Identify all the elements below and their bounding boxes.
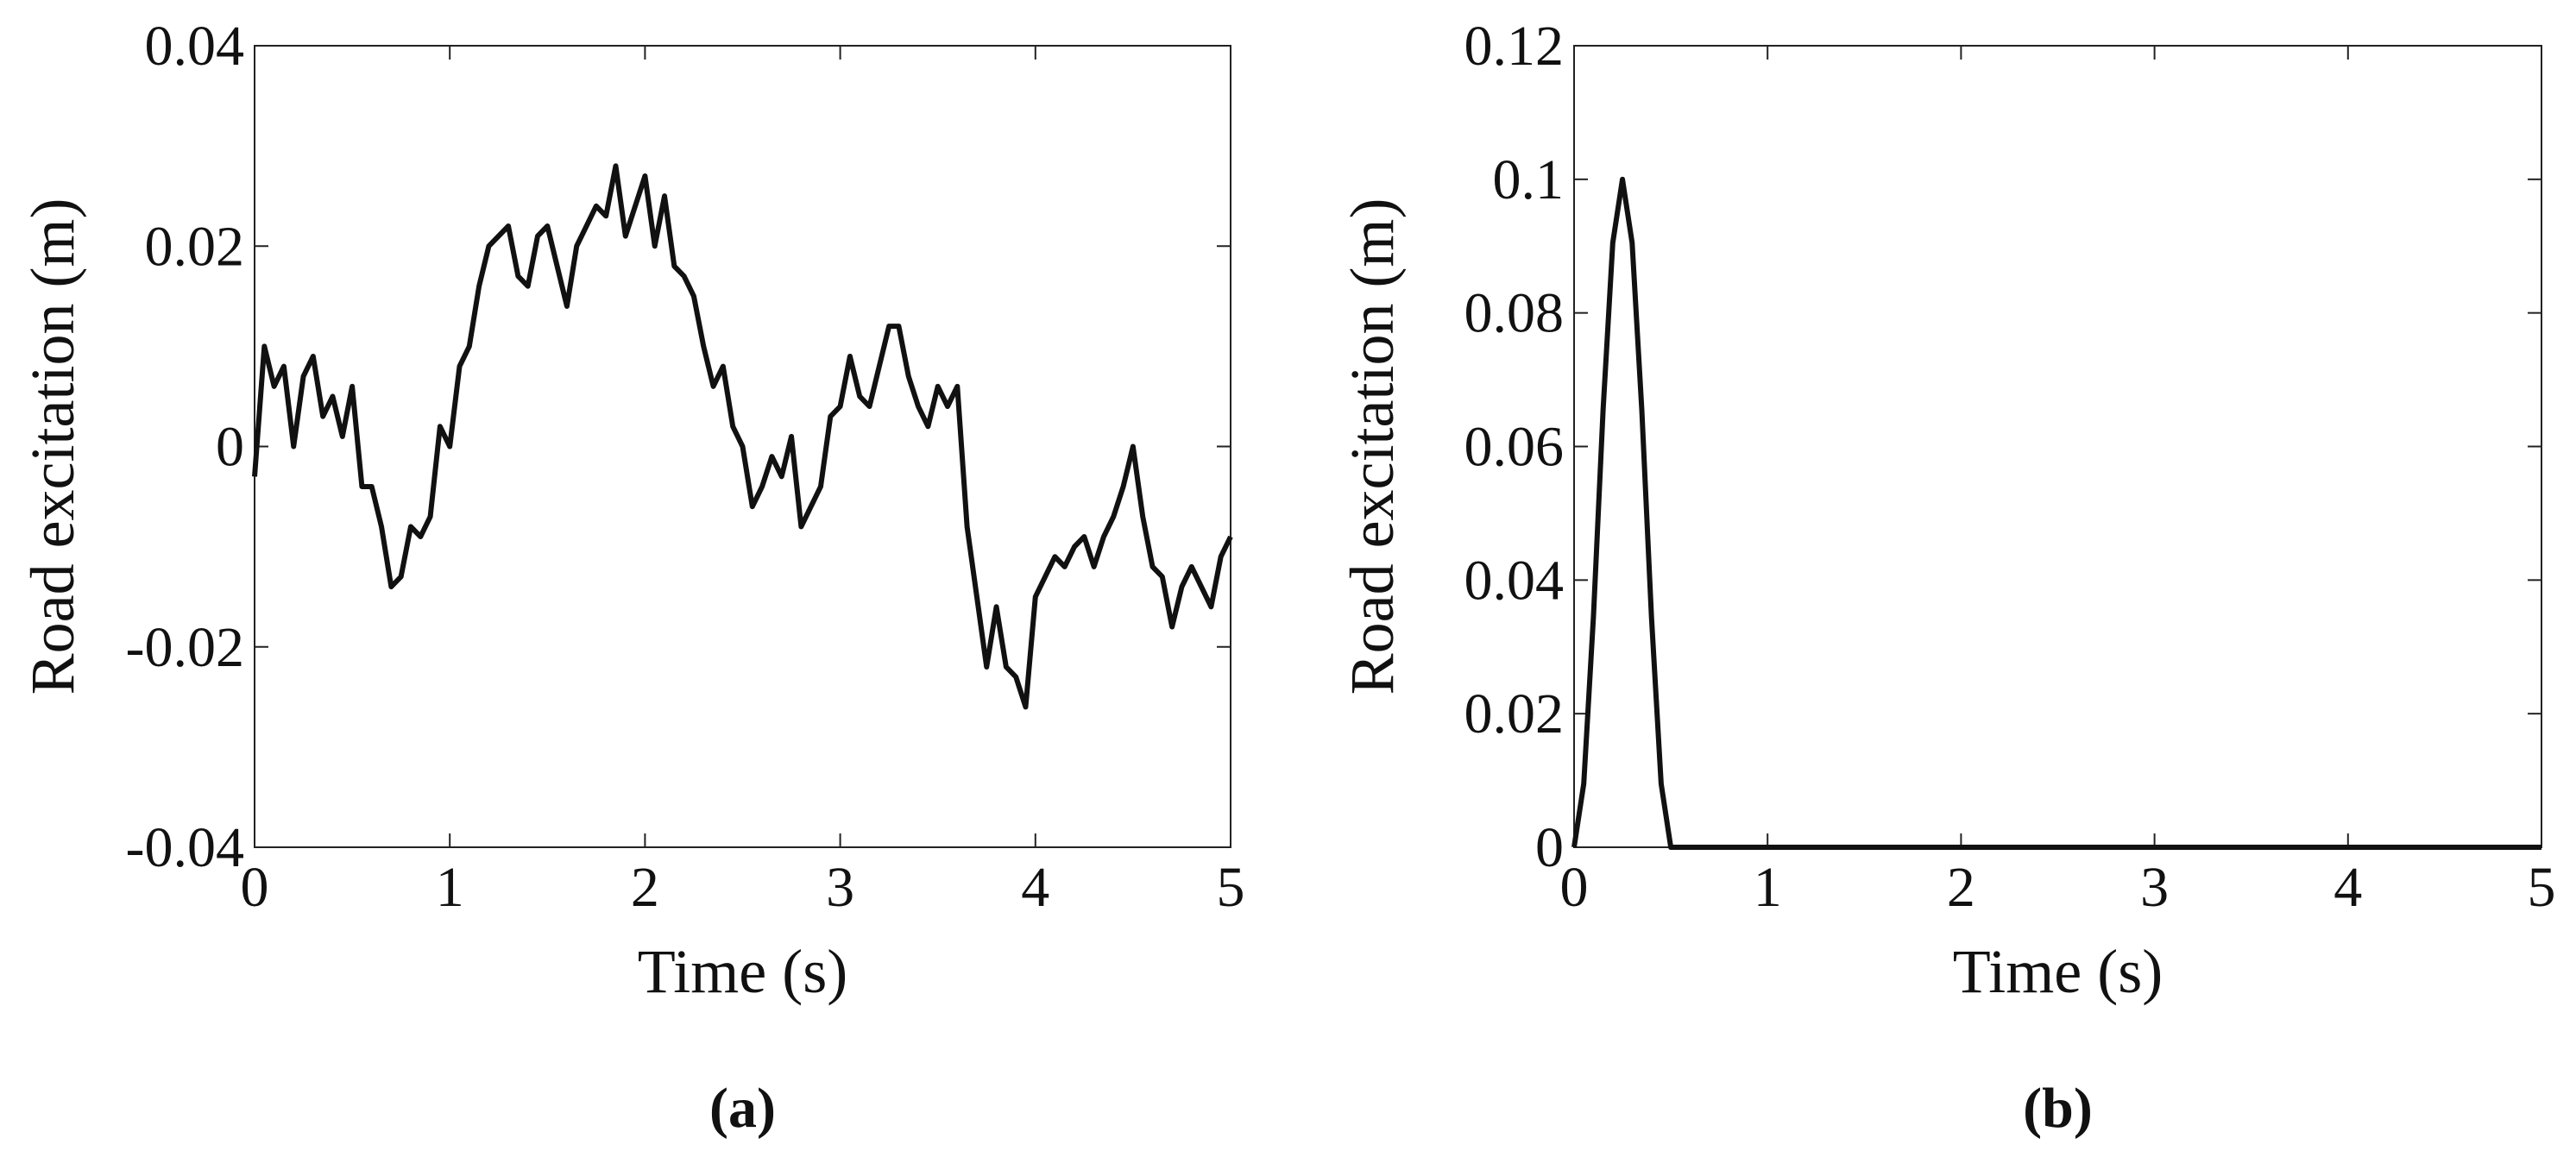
y-tick-label: 0	[216, 416, 244, 479]
y-tick-label: -0.04	[126, 816, 244, 879]
y-tick-label: 0.02	[145, 215, 245, 278]
y-axis-title: Road excitation (m)	[1338, 198, 1407, 695]
panel-label: (b)	[2023, 1077, 2093, 1140]
axes-box	[1573, 45, 2542, 848]
x-tick-label: 3	[826, 856, 854, 919]
y-tick-label: 0.06	[1464, 416, 1565, 479]
y-tick-label: 0.04	[145, 15, 245, 78]
data-line	[1571, 176, 2541, 850]
x-tick-label: 4	[1021, 856, 1049, 919]
x-tick-label: 5	[2528, 856, 2556, 919]
y-tick-label: 0.12	[1464, 15, 1565, 78]
y-axis-title: Road excitation (m)	[18, 198, 87, 695]
y-tick-label: 0	[1535, 816, 1564, 879]
data-line	[252, 163, 1233, 710]
x-tick-label: 0	[1560, 856, 1589, 919]
panel-label: (a)	[709, 1077, 776, 1140]
x-tick-label: 3	[2140, 856, 2169, 919]
x-tick-label: 1	[436, 856, 464, 919]
x-axis-title: Time (s)	[1953, 937, 2163, 1006]
y-tick-label: 0.08	[1464, 282, 1565, 345]
x-tick-label: 0	[241, 856, 269, 919]
y-tick-label: -0.02	[126, 616, 244, 679]
y-tick-label: 0.1	[1493, 148, 1565, 211]
x-tick-label: 2	[1947, 856, 1975, 919]
x-tick-label: 2	[631, 856, 659, 919]
x-tick-label: 5	[1217, 856, 1245, 919]
y-tick-label: 0.04	[1464, 549, 1565, 612]
x-tick-label: 4	[2334, 856, 2362, 919]
x-axis-title: Time (s)	[638, 937, 847, 1006]
x-tick-label: 1	[1754, 856, 1782, 919]
y-tick-label: 0.02	[1464, 682, 1565, 745]
